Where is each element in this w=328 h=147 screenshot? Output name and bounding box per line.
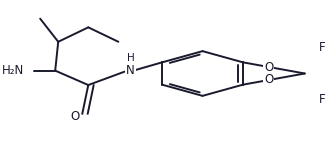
Text: O: O — [70, 110, 79, 123]
Text: H₂N: H₂N — [1, 64, 24, 77]
Text: O: O — [264, 74, 274, 86]
Text: O: O — [264, 61, 274, 74]
Text: H: H — [127, 53, 134, 63]
Text: N: N — [126, 64, 135, 77]
Text: F: F — [319, 41, 326, 54]
Text: F: F — [319, 93, 326, 106]
